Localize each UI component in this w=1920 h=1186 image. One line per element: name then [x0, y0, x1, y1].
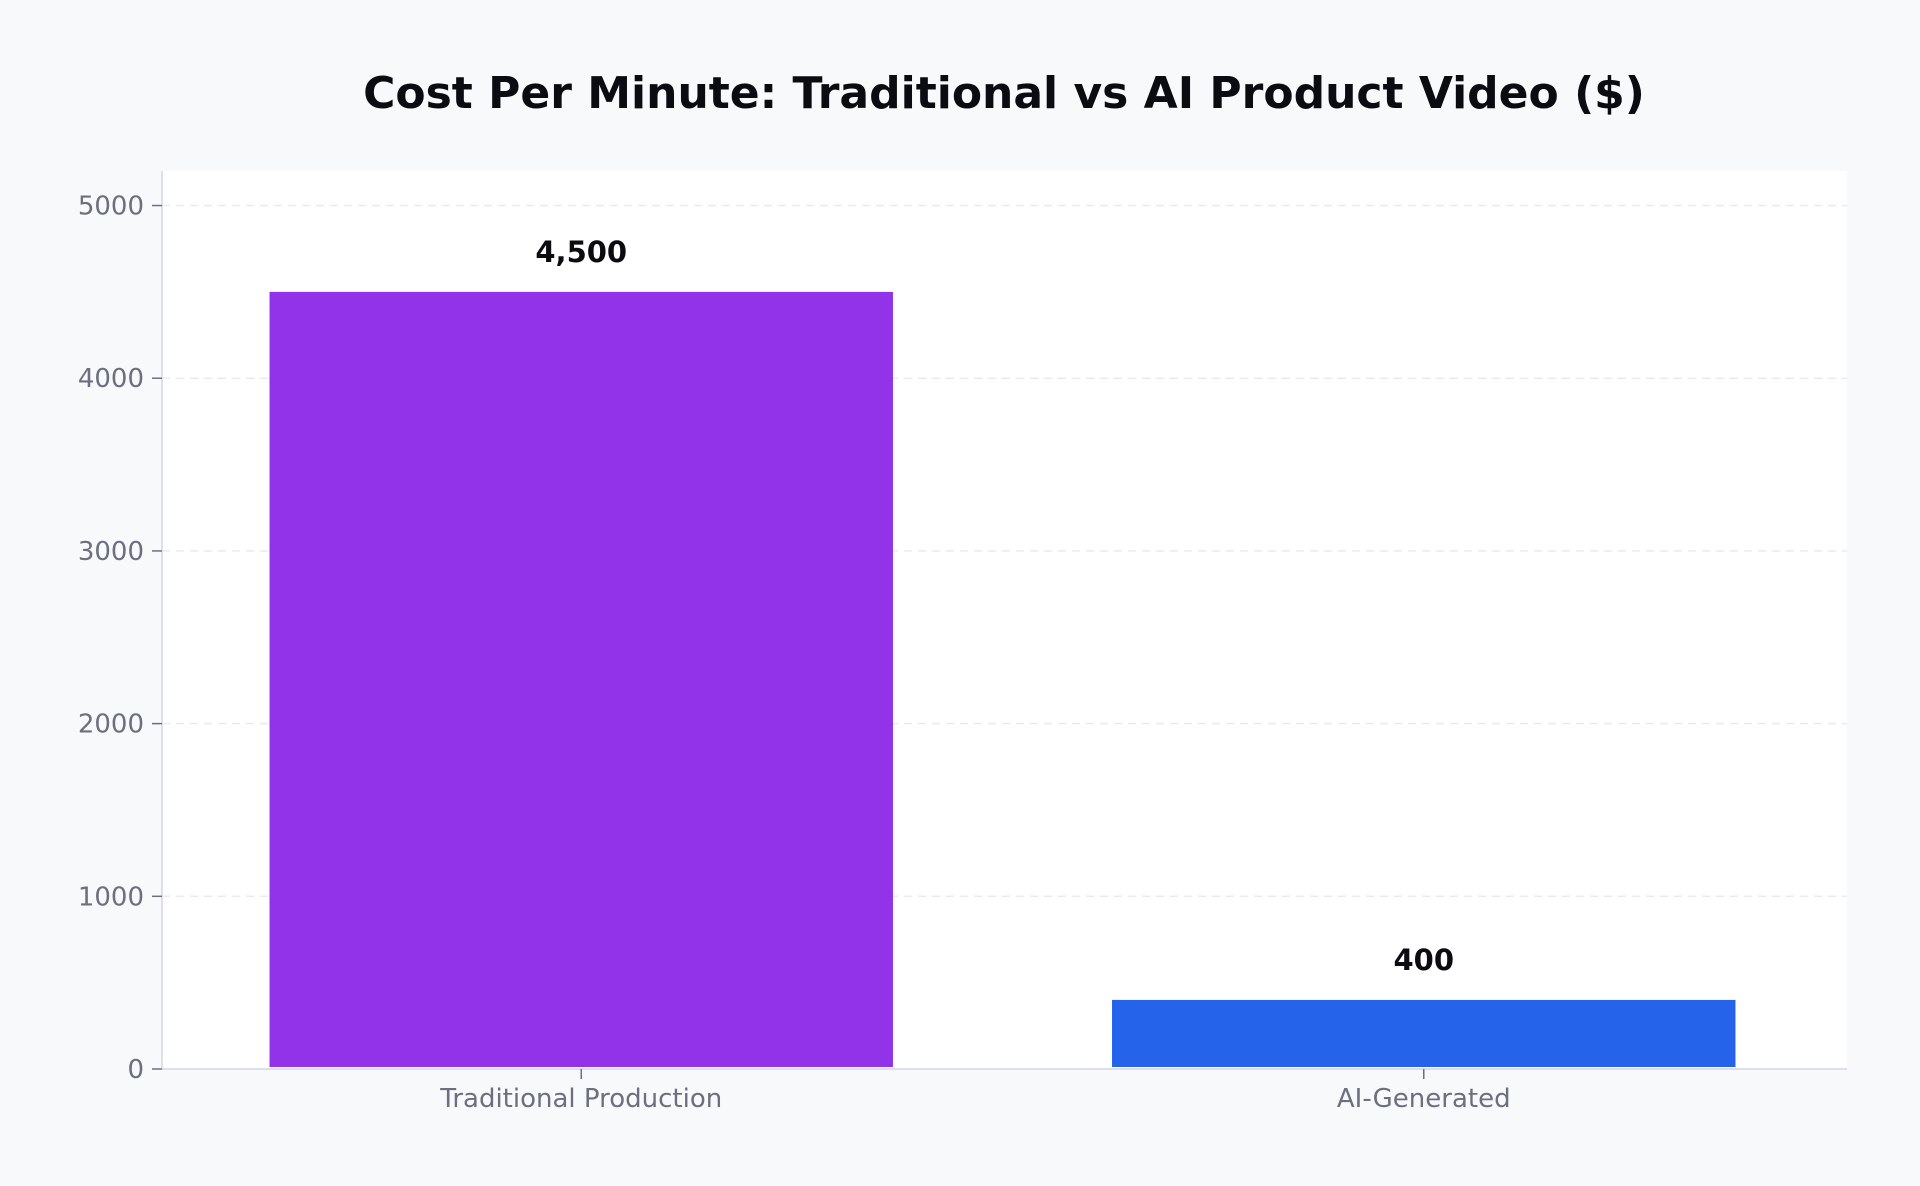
y-tick-label: 2000: [78, 710, 144, 740]
bar-value-label: 4,500: [535, 235, 627, 269]
labels-layer: 4,500 400: [535, 235, 1454, 977]
bar-traditional-production: [269, 291, 893, 1067]
chart-title: Cost Per Minute: Traditional vs AI Produ…: [363, 68, 1645, 119]
y-tick-label: 3000: [78, 537, 144, 567]
bar-ai-generated: [1112, 999, 1736, 1067]
bar-value-label: 400: [1393, 943, 1454, 977]
bars-layer: [269, 291, 1736, 1067]
axes-layer: [161, 171, 1847, 1070]
y-tick-label: 5000: [78, 192, 144, 222]
y-tick-label: 1000: [78, 882, 144, 912]
y-tick-label: 4000: [78, 364, 144, 394]
y-tick-label: 0: [127, 1055, 144, 1085]
x-tick-label: AI-Generated: [1337, 1084, 1511, 1114]
ticks-layer: 0 1000 2000 3000 4000 5000 Traditional Product…: [78, 192, 1511, 1114]
x-tick-label: Traditional Production: [439, 1084, 722, 1114]
